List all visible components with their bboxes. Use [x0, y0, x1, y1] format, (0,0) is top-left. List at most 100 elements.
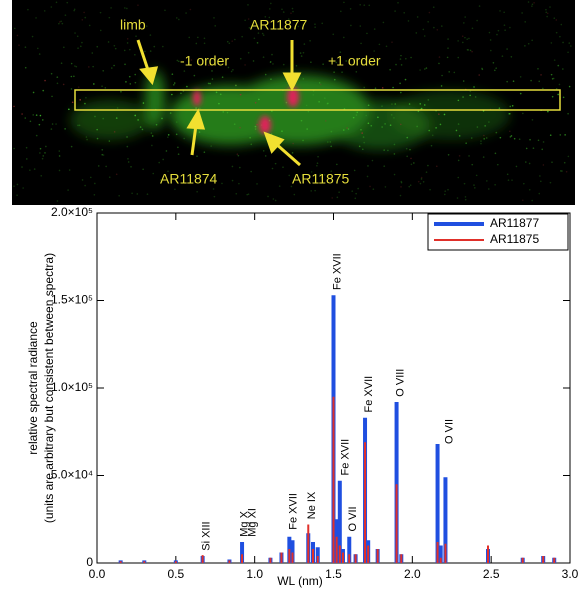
speckle-dot: [59, 170, 61, 172]
speckle-dot: [448, 71, 450, 73]
speckle-dot: [214, 25, 216, 27]
speckle-dot: [441, 85, 443, 87]
speckle-dot: [320, 84, 322, 86]
line-annotation: O VIII: [394, 369, 406, 397]
speckle-dot: [126, 136, 128, 138]
speckle-dot: [156, 124, 158, 126]
speckle-dot: [351, 190, 353, 192]
speckle-dot: [463, 22, 465, 24]
speckle-dot: [458, 123, 460, 125]
speckle-dot: [509, 27, 511, 29]
line-annotation: O VII: [347, 506, 359, 531]
speckle-dot: [240, 58, 242, 60]
speckle-dot: [272, 63, 274, 65]
speckle-dot: [131, 192, 133, 194]
speckle-dot: [294, 194, 296, 196]
line-annotation: Mg XI: [246, 508, 258, 537]
speckle-dot: [24, 117, 26, 119]
speckle-dot: [255, 128, 257, 130]
speckle-dot: [379, 44, 381, 46]
speckle-dot: [394, 144, 396, 146]
speckle-dot: [528, 1, 530, 3]
speckle-dot: [465, 196, 467, 198]
speckle-dot: [556, 19, 558, 21]
speckle-dot: [110, 7, 112, 9]
line-annotation: Ne IX: [306, 491, 318, 519]
speckle-dot: [433, 6, 435, 8]
speckle-dot: [474, 187, 476, 189]
speckle-dot: [134, 54, 136, 56]
speckle-dot: [454, 72, 456, 74]
speckle-dot: [389, 69, 391, 71]
speckle-dot: [279, 185, 281, 187]
image-label: +1 order: [328, 53, 381, 69]
speckle-dot: [390, 124, 392, 126]
speckle-dot: [510, 136, 512, 138]
speckle-dot: [569, 86, 571, 88]
speckle-dot: [173, 84, 175, 86]
speckle-dot: [39, 152, 41, 154]
speckle-dot: [129, 49, 131, 51]
speckle-dot: [373, 188, 375, 190]
speckle-dot: [63, 46, 65, 48]
speckle-dot: [457, 177, 459, 179]
speckle-dot: [552, 96, 554, 98]
speckle-dot: [353, 117, 355, 119]
speckle-dot: [42, 155, 44, 157]
speckle-dot: [512, 105, 514, 107]
speckle-dot: [373, 50, 375, 52]
speckle-dot: [176, 121, 178, 123]
speckle-dot: [142, 129, 144, 131]
speckle-dot: [94, 183, 96, 185]
speckle-dot: [312, 94, 314, 96]
speckle-dot: [439, 56, 441, 58]
speckle-dot: [64, 128, 66, 130]
speckle-dot: [529, 163, 531, 165]
speckle-dot: [382, 87, 384, 89]
speckle-dot: [270, 78, 272, 80]
speckle-dot: [86, 136, 88, 138]
speckle-dot: [549, 6, 551, 8]
speckle-dot: [399, 83, 401, 85]
speckle-dot: [292, 143, 294, 145]
speckle-dot: [547, 111, 549, 113]
speckle-dot: [60, 21, 62, 23]
speckle-dot: [471, 164, 473, 166]
speckle-dot: [340, 11, 342, 13]
speckle-dot: [71, 146, 73, 148]
speckle-dot: [391, 103, 393, 105]
speckle-dot: [281, 130, 283, 132]
speckle-dot: [406, 156, 408, 158]
speckle-dot: [167, 136, 169, 138]
y-tick-label: 1.0×10⁵: [51, 380, 93, 394]
speckle-dot: [308, 111, 310, 113]
speckle-dot: [419, 69, 421, 71]
speckle-dot: [391, 114, 393, 116]
speckle-dot: [459, 135, 461, 137]
speckle-dot: [42, 119, 44, 121]
speckle-dot: [300, 52, 302, 54]
speckle-dot: [102, 70, 104, 72]
speckle-dot: [478, 74, 480, 76]
speckle-dot: [496, 34, 498, 36]
speckle-dot: [178, 19, 180, 21]
speckle-dot: [459, 155, 461, 157]
speckle-dot: [127, 146, 129, 148]
speckle-dot: [424, 104, 426, 106]
speckle-dot: [40, 148, 42, 150]
speckle-dot: [504, 24, 506, 26]
speckle-dot: [489, 32, 491, 34]
speckle-dot: [52, 123, 54, 125]
speckle-dot: [44, 80, 46, 82]
speckle-dot: [551, 161, 553, 163]
speckle-dot: [36, 135, 38, 137]
speckle-dot: [468, 38, 470, 40]
speckle-dot: [395, 64, 397, 66]
speckle-dot: [80, 46, 82, 48]
speckle-dot: [419, 103, 421, 105]
speckle-dot: [334, 79, 336, 81]
speckle-dot: [239, 127, 241, 129]
speckle-dot: [292, 8, 294, 10]
speckle-dot: [79, 125, 81, 127]
page: { "image": { "labels": ["limb", "-1 orde…: [0, 0, 586, 592]
